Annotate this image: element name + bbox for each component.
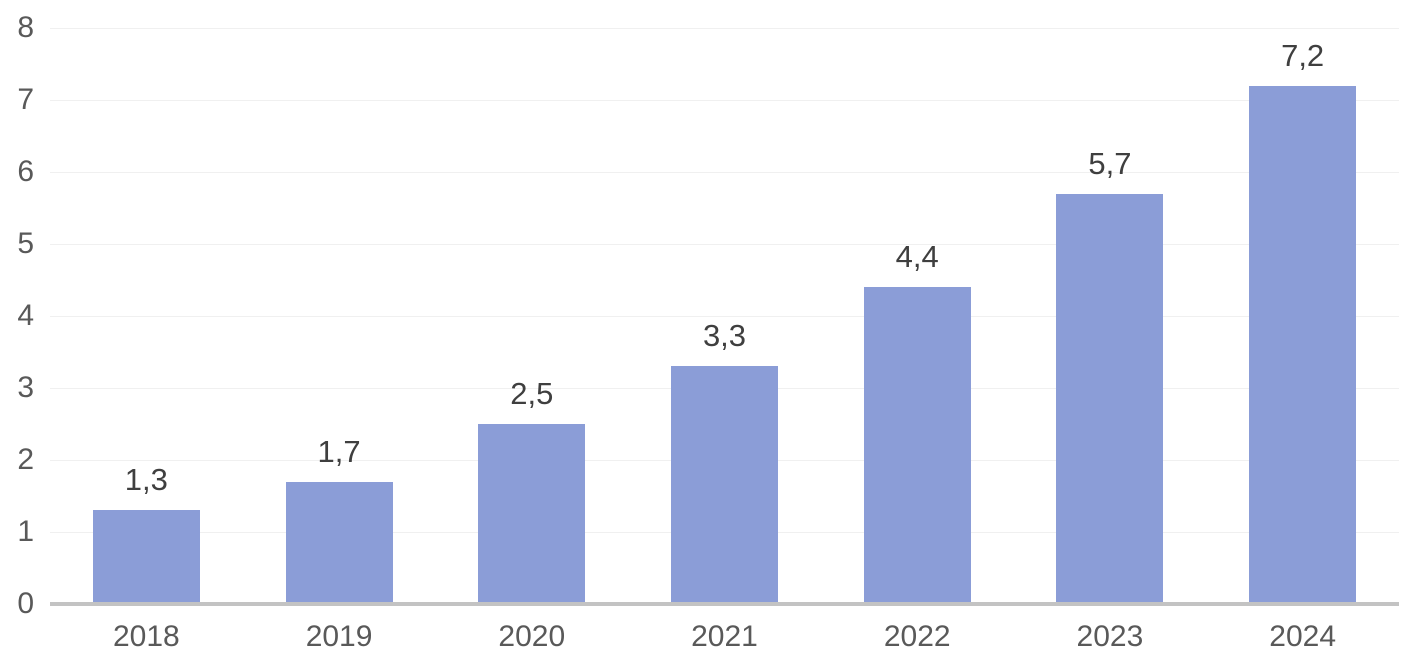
bar-2019 bbox=[285, 481, 393, 604]
x-axis-tick-label-2018: 2018 bbox=[112, 620, 180, 653]
gridline-y-8 bbox=[50, 28, 1399, 29]
gridline-y-5 bbox=[50, 244, 1399, 245]
gridline-y-6 bbox=[50, 172, 1399, 173]
x-axis-tick-label-2024: 2024 bbox=[1269, 620, 1337, 653]
y-axis-tick-label: 8 bbox=[17, 11, 34, 44]
bar-2020 bbox=[478, 424, 586, 604]
y-axis-tick-label: 2 bbox=[17, 443, 34, 476]
y-axis-tick-label: 6 bbox=[17, 155, 34, 188]
bar-value-label-2024: 7,2 bbox=[1281, 37, 1325, 73]
bar-2018 bbox=[92, 510, 200, 604]
bar-value-label-2020: 2,5 bbox=[510, 376, 554, 411]
y-axis-tick-label: 7 bbox=[17, 83, 34, 116]
y-axis-tick-label: 4 bbox=[17, 299, 34, 332]
x-axis-line bbox=[50, 602, 1399, 606]
bar-2024 bbox=[1249, 85, 1357, 604]
x-axis-tick-label-2019: 2019 bbox=[305, 620, 373, 653]
y-axis-tick-label: 5 bbox=[17, 227, 34, 260]
bar-value-label-2021: 3,3 bbox=[702, 318, 747, 354]
y-axis-tick-label: 1 bbox=[17, 515, 34, 548]
bar-value-label-2018: 1,3 bbox=[124, 462, 168, 498]
bar-2023 bbox=[1056, 193, 1164, 604]
y-axis-tick-label: 0 bbox=[17, 587, 34, 620]
plot-area bbox=[50, 28, 1399, 604]
x-axis-tick-label-2021: 2021 bbox=[691, 620, 758, 653]
x-axis-tick-label-2020: 2020 bbox=[498, 620, 566, 653]
gridline-y-7 bbox=[50, 100, 1399, 101]
bar-value-label-2023: 5,7 bbox=[1088, 145, 1132, 181]
x-axis-tick-label-2023: 2023 bbox=[1076, 620, 1144, 653]
bar-value-label-2019: 1,7 bbox=[317, 433, 361, 469]
bar-2022 bbox=[863, 287, 971, 604]
bar-2021 bbox=[671, 366, 778, 604]
bar-value-label-2022: 4,4 bbox=[895, 239, 939, 275]
x-axis-tick-label-2022: 2022 bbox=[883, 620, 951, 653]
gridline-y-4 bbox=[50, 316, 1399, 317]
y-axis-tick-label: 3 bbox=[17, 371, 34, 404]
